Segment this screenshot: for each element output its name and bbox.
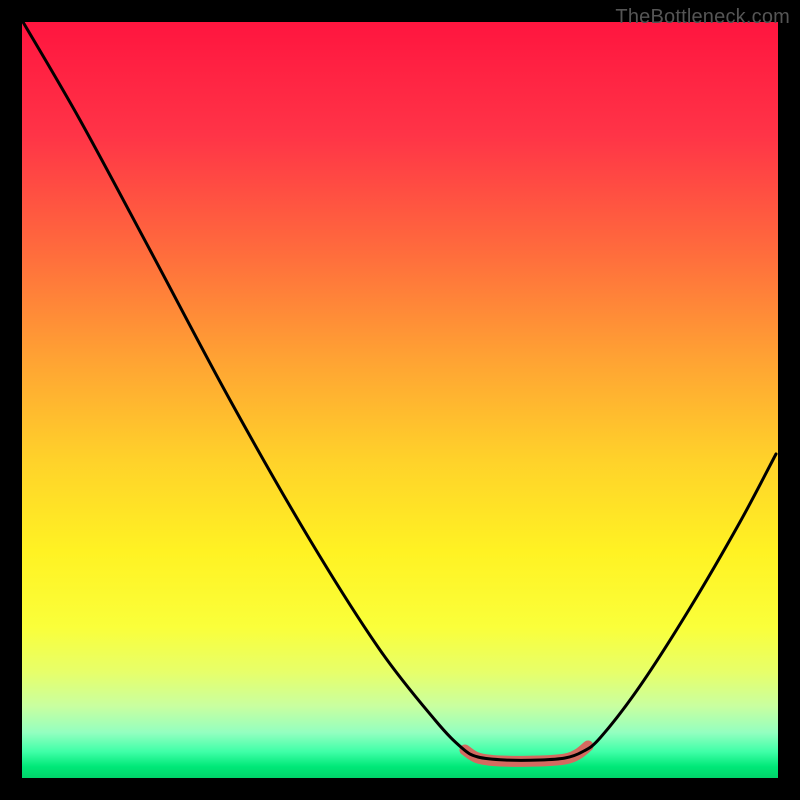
bottleneck-chart <box>0 0 800 800</box>
watermark-text: TheBottleneck.com <box>615 6 790 29</box>
plot-area <box>22 22 778 778</box>
